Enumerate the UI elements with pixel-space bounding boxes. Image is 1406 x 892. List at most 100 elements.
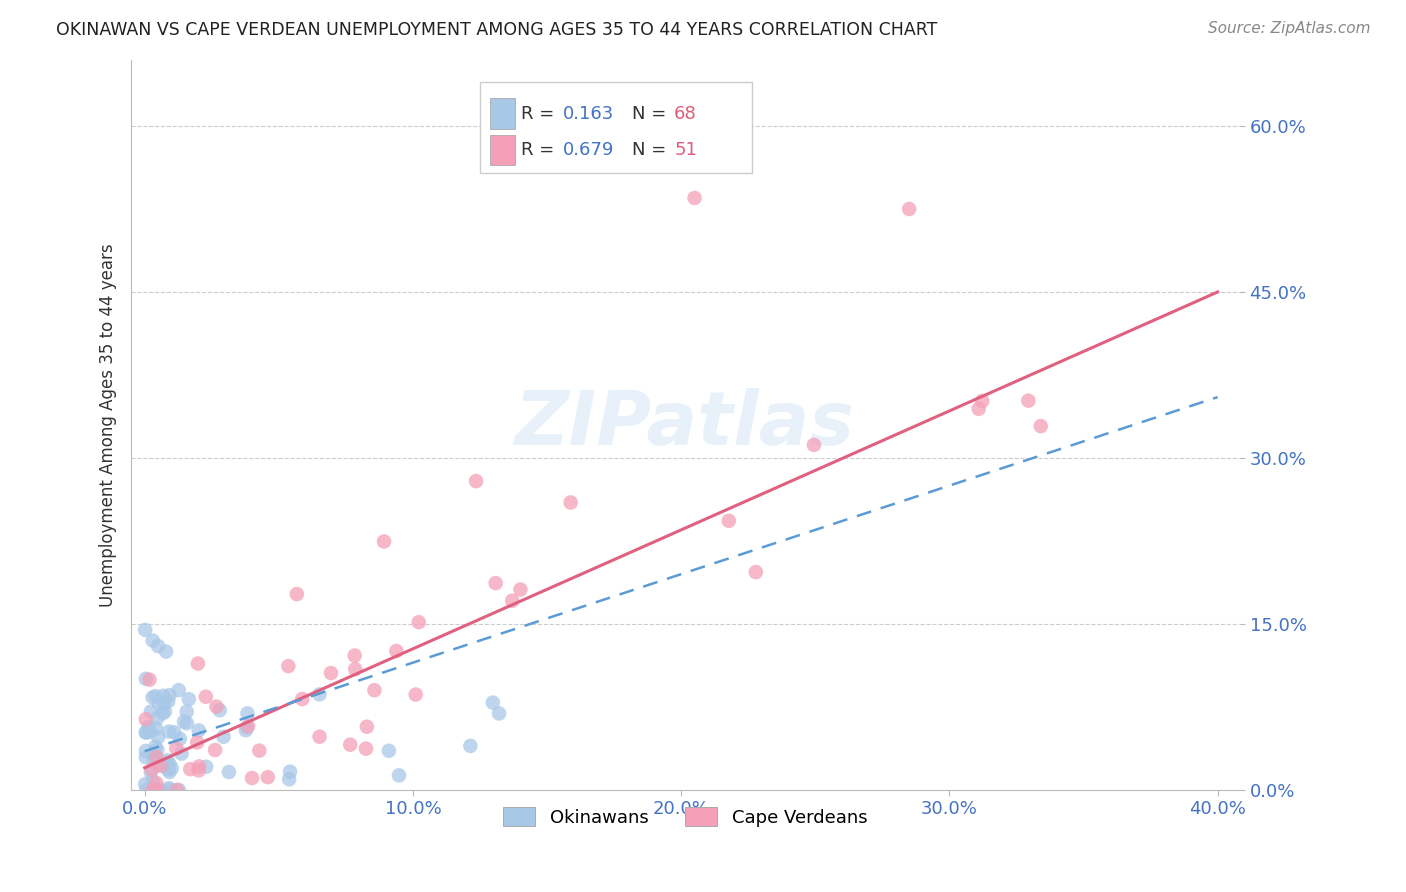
Point bbox=[145, 722, 167, 736]
Point bbox=[898, 202, 921, 216]
Point bbox=[972, 393, 994, 408]
Point bbox=[285, 587, 308, 601]
Point bbox=[236, 720, 259, 734]
Point bbox=[157, 694, 180, 708]
Point bbox=[163, 725, 186, 739]
Point bbox=[167, 783, 190, 797]
Point bbox=[560, 495, 582, 509]
Point bbox=[187, 723, 209, 738]
Point bbox=[145, 750, 167, 764]
Point bbox=[155, 644, 177, 658]
Point bbox=[194, 690, 217, 704]
Point bbox=[460, 739, 482, 753]
Point bbox=[166, 783, 188, 797]
Point bbox=[1029, 419, 1052, 434]
Point bbox=[195, 760, 218, 774]
Point bbox=[156, 753, 179, 767]
Point bbox=[170, 747, 193, 761]
Point bbox=[142, 774, 165, 789]
Point bbox=[176, 716, 198, 731]
Point bbox=[152, 706, 174, 721]
Point bbox=[159, 783, 181, 797]
Point bbox=[142, 633, 165, 648]
Point bbox=[208, 703, 231, 717]
Point bbox=[363, 683, 385, 698]
Point bbox=[146, 639, 169, 653]
Point bbox=[745, 565, 768, 579]
Text: ZIPatlas: ZIPatlas bbox=[515, 388, 855, 461]
Point bbox=[319, 666, 342, 681]
Point bbox=[153, 705, 176, 719]
Point bbox=[277, 659, 299, 673]
Point bbox=[343, 648, 366, 663]
Point bbox=[146, 743, 169, 757]
Text: R =: R = bbox=[522, 104, 560, 122]
Point bbox=[150, 757, 173, 772]
Point bbox=[145, 776, 167, 790]
Point bbox=[378, 744, 401, 758]
Point bbox=[278, 772, 301, 787]
Point bbox=[157, 763, 180, 777]
Point bbox=[139, 765, 162, 780]
Point bbox=[278, 764, 301, 779]
Point bbox=[167, 683, 190, 698]
Point bbox=[501, 593, 523, 607]
Point bbox=[481, 696, 503, 710]
Point bbox=[160, 761, 183, 775]
Point bbox=[385, 644, 408, 658]
Point bbox=[339, 738, 361, 752]
Point bbox=[509, 582, 531, 597]
Point bbox=[135, 750, 157, 764]
Point bbox=[149, 783, 172, 797]
Point bbox=[235, 723, 257, 738]
Point bbox=[373, 534, 395, 549]
Point bbox=[177, 692, 200, 706]
Point bbox=[186, 735, 208, 749]
Point bbox=[179, 762, 201, 776]
Point bbox=[135, 744, 157, 758]
Text: N =: N = bbox=[631, 104, 672, 122]
Point bbox=[157, 781, 180, 796]
Point bbox=[717, 514, 740, 528]
Text: OKINAWAN VS CAPE VERDEAN UNEMPLOYMENT AMONG AGES 35 TO 44 YEARS CORRELATION CHAR: OKINAWAN VS CAPE VERDEAN UNEMPLOYMENT AM… bbox=[56, 21, 938, 38]
Point bbox=[134, 623, 156, 637]
Point bbox=[149, 759, 172, 773]
Point bbox=[485, 576, 508, 591]
Point bbox=[148, 696, 170, 710]
Point bbox=[138, 673, 160, 687]
Text: 68: 68 bbox=[673, 104, 697, 122]
Point bbox=[142, 690, 165, 705]
Point bbox=[236, 719, 259, 733]
Point bbox=[142, 783, 165, 797]
Point bbox=[803, 438, 825, 452]
Point bbox=[173, 714, 195, 729]
Point bbox=[165, 741, 187, 756]
Point bbox=[256, 770, 278, 784]
Point bbox=[159, 757, 181, 772]
Text: 0.679: 0.679 bbox=[564, 141, 614, 159]
Point bbox=[148, 730, 170, 744]
Point bbox=[157, 724, 180, 739]
Point bbox=[139, 725, 162, 739]
Point bbox=[135, 672, 157, 686]
Point bbox=[135, 712, 157, 726]
Point bbox=[1017, 393, 1039, 408]
Point bbox=[157, 764, 180, 779]
Point bbox=[236, 706, 259, 721]
Point bbox=[153, 697, 176, 711]
Point bbox=[188, 759, 211, 773]
Y-axis label: Unemployment Among Ages 35 to 44 years: Unemployment Among Ages 35 to 44 years bbox=[100, 243, 117, 607]
FancyBboxPatch shape bbox=[491, 98, 515, 129]
Point bbox=[146, 711, 169, 725]
Point bbox=[152, 689, 174, 703]
Point bbox=[240, 771, 263, 785]
Point bbox=[145, 749, 167, 764]
Point bbox=[388, 768, 411, 782]
Point bbox=[169, 731, 191, 746]
Point bbox=[204, 743, 226, 757]
Text: 51: 51 bbox=[673, 141, 697, 159]
Text: 0.163: 0.163 bbox=[564, 104, 614, 122]
Point bbox=[187, 657, 209, 671]
Point bbox=[405, 688, 427, 702]
Point bbox=[135, 783, 157, 797]
